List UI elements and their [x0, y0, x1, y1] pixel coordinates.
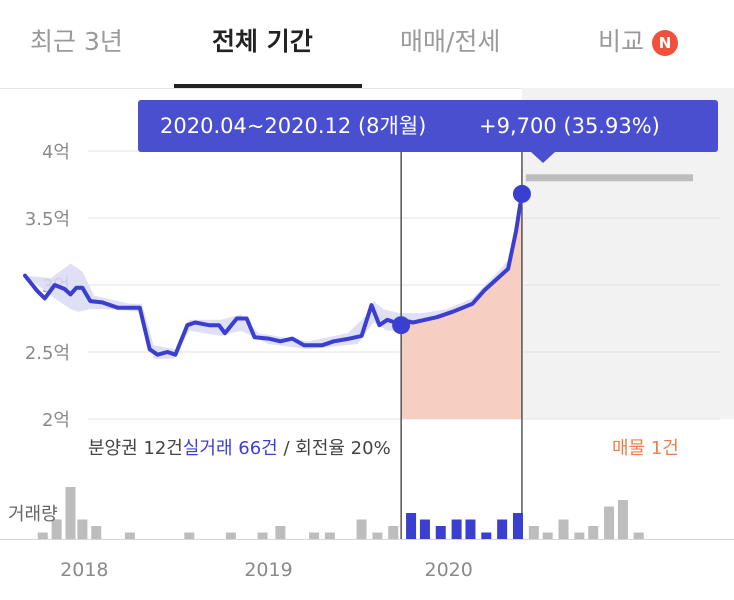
volume-bar — [497, 519, 508, 539]
volume-bar — [388, 526, 399, 539]
trade-stats: 분양권 12건실거래 66건 / 회전율 20% — [88, 434, 391, 460]
volume-bar — [451, 519, 462, 539]
volume-bar — [77, 519, 88, 539]
volume-bar — [65, 487, 76, 539]
volume-bar — [465, 519, 476, 539]
tooltip-change: +9,700 (35.93%) — [479, 114, 660, 138]
presale-count: 분양권 12건 — [88, 438, 183, 459]
turnover-rate: 회전율 20% — [295, 438, 391, 459]
x-tick-label: 2019 — [244, 559, 292, 581]
tooltip-arrow — [531, 152, 555, 163]
volume-bar — [406, 513, 417, 539]
volume-bar — [558, 519, 569, 539]
price-line — [23, 191, 524, 357]
volume-bar — [257, 532, 268, 539]
volume-bar — [528, 526, 539, 539]
volume-bar — [435, 526, 446, 539]
active-tab-underline — [174, 84, 362, 88]
y-tick-label: 4억 — [42, 142, 70, 163]
volume-bar — [542, 532, 553, 539]
volume-bar — [309, 532, 320, 539]
volume-bar — [372, 532, 383, 539]
volume-bar — [356, 519, 367, 539]
volume-bar — [617, 500, 628, 539]
volume-bar — [324, 532, 335, 539]
selection-point — [512, 184, 531, 203]
x-tick-label: 2020 — [425, 559, 473, 581]
new-badge: N — [652, 30, 679, 56]
volume-bar — [512, 513, 523, 539]
volume-bar — [588, 526, 599, 539]
tab-all-period[interactable]: 전체 기간 — [212, 27, 313, 56]
volume-bar — [124, 532, 135, 539]
volume-bar — [225, 532, 236, 539]
tab-compare-label: 비교 — [598, 27, 645, 56]
volume-bar — [419, 519, 430, 539]
tab-compare[interactable]: 비교 N — [598, 22, 679, 58]
selection-point — [392, 316, 411, 335]
actual-trade-count[interactable]: 실거래 66건 — [182, 438, 278, 459]
tooltip-range: 2020.04~2020.12 (8개월) — [160, 114, 427, 138]
volume-bar — [574, 532, 585, 539]
y-tick-label: 2억 — [42, 410, 70, 431]
volume-bar — [37, 532, 48, 539]
volume-bar — [184, 532, 195, 539]
volume-label: 거래량 — [8, 504, 58, 525]
volume-bar — [481, 532, 492, 539]
period-tabs: 최근 3년 전체 기간 매매/전세 비교 N — [0, 0, 734, 89]
selection-tooltip: 2020.04~2020.12 (8개월) +9,700 (35.93%) — [138, 100, 718, 152]
tab-recent-3-years[interactable]: 최근 3년 — [30, 27, 123, 56]
listing-count[interactable]: 매물 1건 — [612, 438, 679, 459]
y-tick-label: 3.5억 — [25, 209, 70, 230]
selected-period-area — [401, 193, 522, 419]
x-tick-label: 2018 — [60, 559, 108, 581]
volume-bar — [51, 519, 62, 539]
stats-separator: / — [277, 438, 296, 459]
volume-bar — [275, 526, 286, 539]
volume-bar — [633, 532, 644, 539]
volume-bar — [604, 506, 615, 539]
tab-sale-jeonse[interactable]: 매매/전세 — [400, 27, 501, 56]
y-tick-label: 2.5억 — [25, 343, 70, 364]
volume-bar — [91, 526, 102, 539]
